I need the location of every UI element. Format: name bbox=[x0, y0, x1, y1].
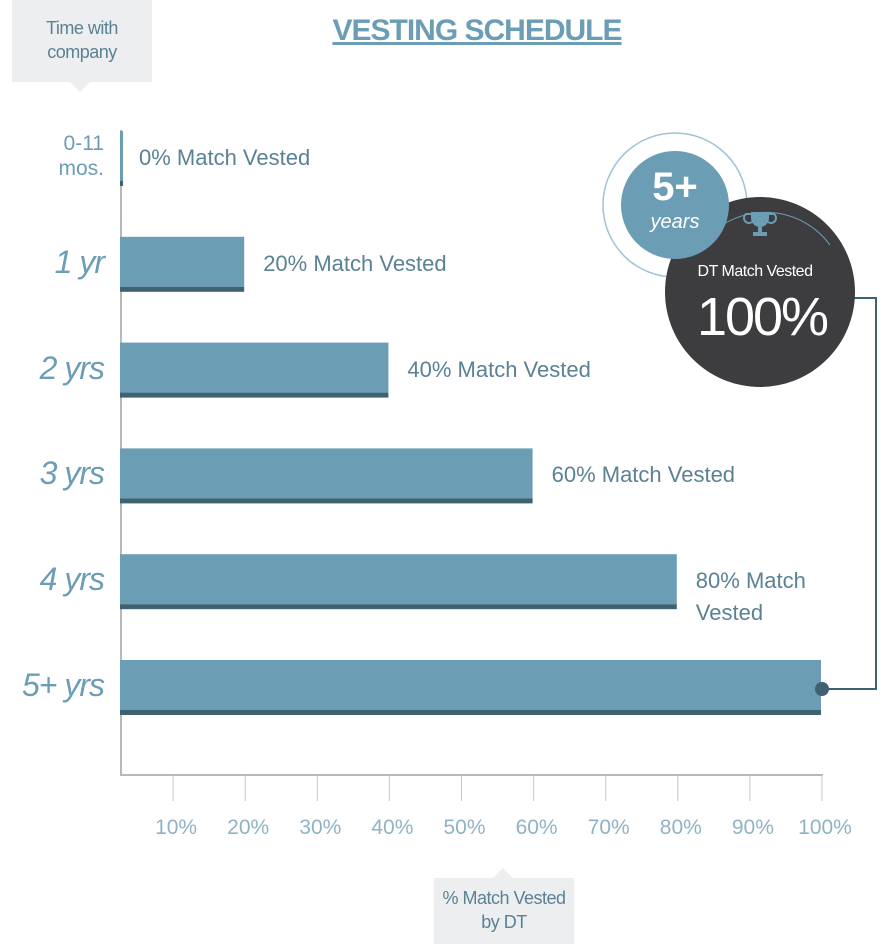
x-tick-label: 80% bbox=[660, 816, 702, 839]
y-tick-label: 5+ yrs bbox=[21, 667, 105, 703]
badge-small-circle bbox=[621, 151, 729, 259]
trophy-icon bbox=[743, 212, 777, 236]
bar bbox=[120, 236, 245, 287]
badge-caption: DT Match Vested bbox=[698, 263, 813, 280]
value-label: 20% Match Vested bbox=[263, 250, 447, 276]
y-tick-label: 1 yr bbox=[54, 243, 105, 280]
value-label: 60% Match Vested bbox=[551, 462, 736, 488]
x-tick-label: 40% bbox=[371, 816, 413, 839]
badge-value: 100% bbox=[697, 287, 828, 347]
chart-title: VESTING SCHEDULE bbox=[332, 14, 621, 47]
x-tick-label: 60% bbox=[516, 816, 558, 839]
bar-base bbox=[120, 604, 677, 610]
bar-base bbox=[120, 392, 389, 398]
badge-subtitle: years bbox=[649, 211, 700, 233]
y-tick-label: 4 yrs bbox=[39, 561, 105, 598]
bar bbox=[120, 342, 389, 393]
x-tick-label: 50% bbox=[443, 816, 485, 839]
bar bbox=[120, 131, 123, 181]
x-tick-label: 70% bbox=[588, 816, 630, 839]
bar-base bbox=[120, 710, 821, 715]
badge-title: 5+ bbox=[652, 165, 698, 209]
x-tick-label: 20% bbox=[227, 816, 269, 839]
pointer bbox=[70, 82, 90, 92]
y-axis-label: Time with company bbox=[12, 0, 152, 82]
bar-base bbox=[120, 181, 123, 186]
bar bbox=[120, 554, 677, 605]
y-tick-label: 0-11 mos. bbox=[58, 132, 104, 180]
x-tick-label: 10% bbox=[155, 816, 197, 839]
x-axis-label: % Match Vested by DT bbox=[434, 878, 574, 944]
bar bbox=[120, 660, 821, 710]
bar bbox=[120, 448, 533, 499]
badge-circle bbox=[665, 197, 855, 387]
y-tick-label: 3 yrs bbox=[39, 455, 105, 492]
bar-base bbox=[120, 286, 245, 292]
x-tick-label: 30% bbox=[299, 816, 341, 839]
x-tick-label: 90% bbox=[732, 816, 774, 839]
y-tick-label: 2 yrs bbox=[39, 349, 105, 386]
value-label: 0% Match Vested bbox=[139, 145, 311, 170]
bar-base bbox=[120, 498, 533, 504]
value-label: 80% Match Vested bbox=[695, 568, 806, 626]
connector bbox=[822, 297, 877, 690]
connector-dot bbox=[815, 682, 829, 696]
x-tick-label: 100% bbox=[798, 816, 852, 839]
pointer bbox=[493, 868, 513, 878]
value-label: 40% Match Vested bbox=[407, 356, 591, 382]
